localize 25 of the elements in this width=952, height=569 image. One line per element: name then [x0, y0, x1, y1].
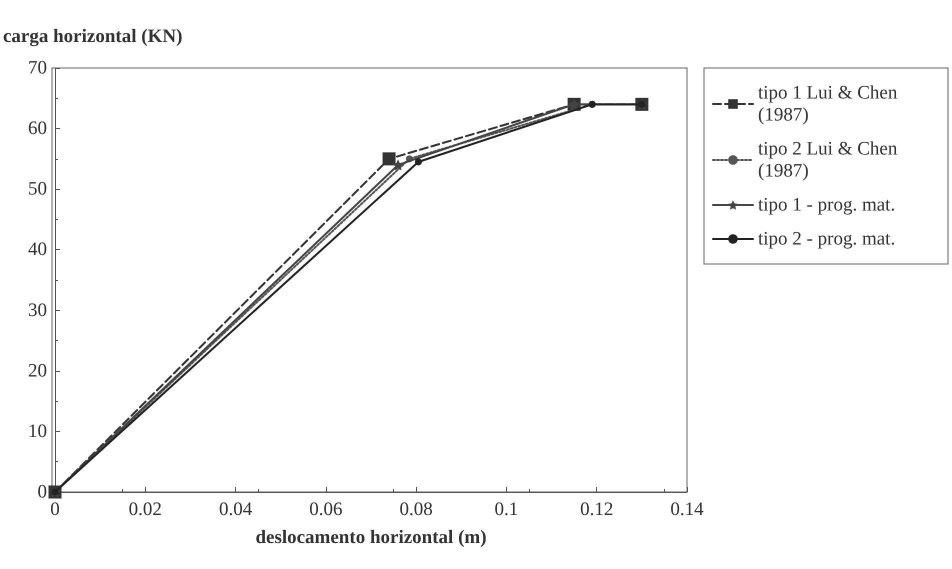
legend-label: tipo 2 Lui & Chen (1987) [758, 138, 902, 182]
x-tick-label: 0.12 [580, 499, 614, 520]
y-tick-label: 20 [28, 360, 47, 382]
y-tick-label: 10 [28, 420, 47, 442]
y-tick-label: 60 [28, 118, 47, 140]
legend-label: tipo 1 - prog. mat. [758, 194, 896, 216]
point [382, 152, 396, 166]
legend-label: tipo 1 Lui & Chen (1987) [758, 82, 902, 126]
x-tick-label: 0 [50, 499, 60, 520]
point [392, 159, 404, 170]
y-axis-title: carga horizontal (KN) [3, 26, 182, 47]
x-tick-label: 0.08 [400, 499, 433, 520]
x-axis-title: deslocamento horizontal (m) [255, 527, 487, 548]
x-tick-label: 0.14 [670, 499, 704, 520]
y-tick-label: 50 [28, 178, 47, 200]
y-tick-label: 40 [28, 239, 47, 260]
point [414, 158, 422, 166]
y-tick-label: 70 [28, 58, 47, 78]
x-tick-label: 0.04 [218, 499, 253, 520]
x-tick-label: 0.06 [309, 499, 342, 520]
y-tick-label: 0 [38, 482, 47, 502]
x-tick-label: 0.1 [494, 499, 518, 520]
x-tick-label: 0.02 [128, 499, 162, 520]
legend-label: tipo 2 - prog. mat. [758, 228, 896, 250]
y-tick-label: 30 [28, 300, 47, 321]
